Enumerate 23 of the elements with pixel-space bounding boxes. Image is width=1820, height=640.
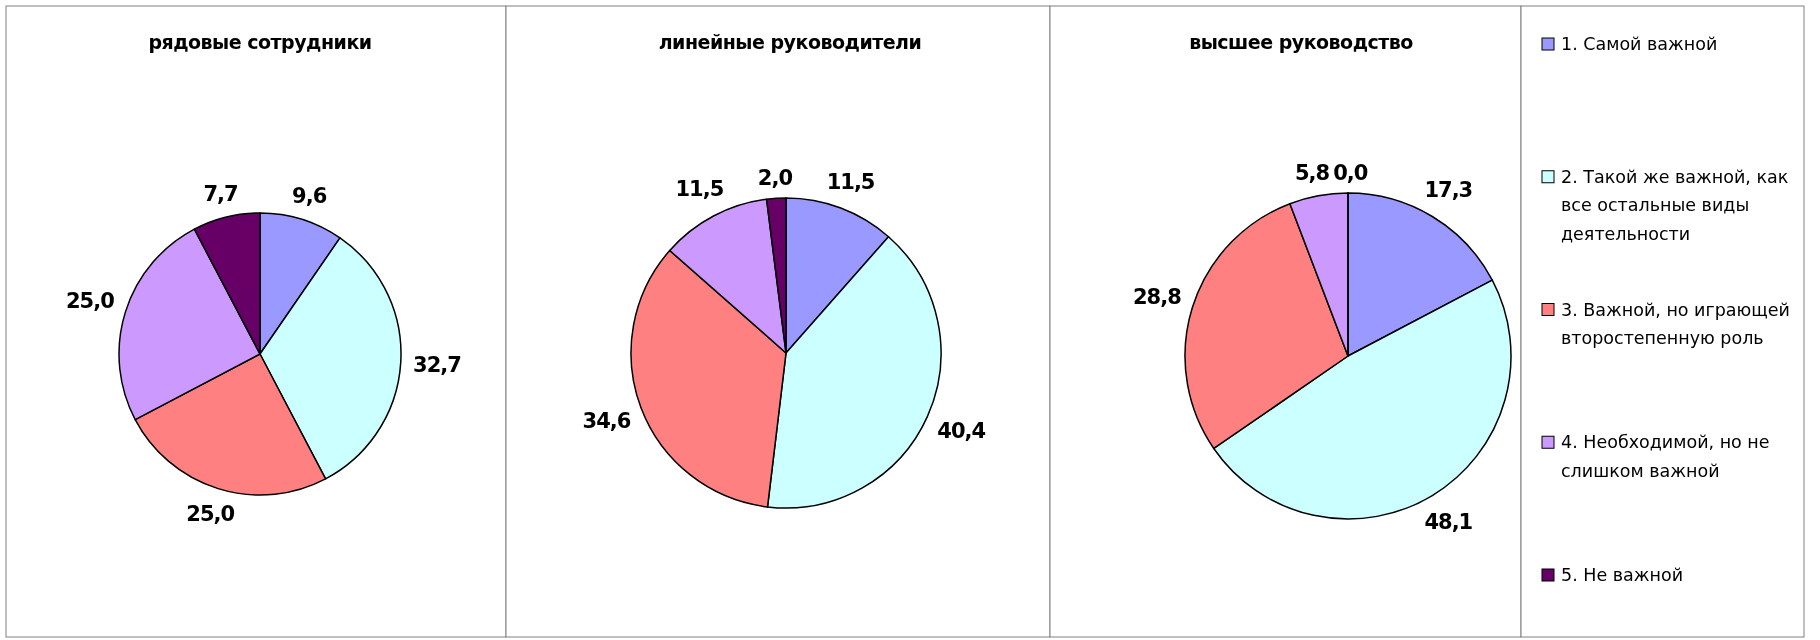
data-label: 2,0	[757, 165, 793, 190]
text: высшее руководство	[1189, 31, 1414, 53]
data-label: 9,6	[292, 183, 327, 208]
legend-label: 4. Необходимой, но не слишком важной	[1561, 432, 1770, 481]
legend-label: 2. Такой же важной, как все остальные виды деятельности	[1561, 166, 1789, 244]
legend-label: 3. Важной, но играющей второстепенную роль	[1561, 299, 1790, 348]
data-label: 25,0	[65, 289, 115, 314]
data-label: 7,7	[203, 182, 238, 207]
data-label: 48,1	[1424, 510, 1473, 535]
data-label: 11,5	[675, 177, 724, 202]
data-label: 17,3	[1424, 177, 1473, 202]
data-label: 34,6	[582, 409, 631, 434]
chart-title: линейные руководители	[658, 31, 922, 53]
data-label: 5,8	[1294, 161, 1330, 186]
data-label: 11,5	[826, 170, 875, 195]
data-label: 28,8	[1132, 284, 1182, 309]
data-label: 32,7	[413, 352, 461, 377]
legend-label: 1. Самой важной	[1561, 34, 1718, 54]
legend-label: 5. Не важной	[1561, 565, 1684, 585]
data-label: 40,4	[937, 419, 986, 444]
data-label: 25,0	[186, 501, 235, 526]
chart-title: рядовые сотрудники	[148, 31, 372, 53]
text: 0,0	[1333, 161, 1368, 186]
